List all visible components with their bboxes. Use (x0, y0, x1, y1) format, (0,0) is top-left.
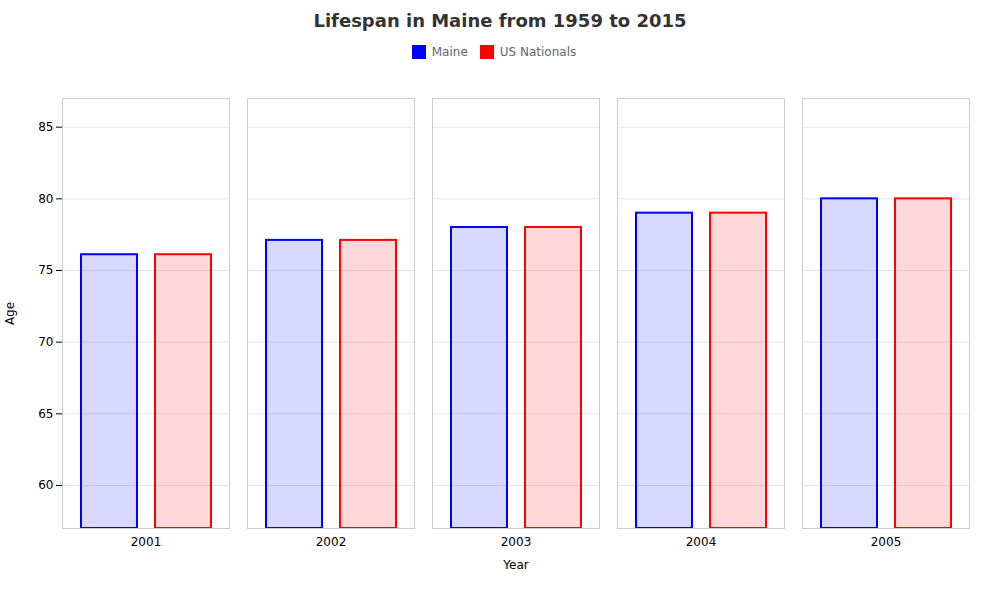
svg-text:2004: 2004 (686, 535, 717, 549)
html-text:Lifespan in Maine from 1959 to: Lifespan in Maine from 1959 to 2015 (313, 10, 687, 31)
html-text:Maine: Maine (431, 44, 468, 59)
html-text:US Nationals: US Nationals (499, 44, 577, 59)
svg-text:70: 70 (38, 335, 53, 349)
svg-text:65: 65 (38, 407, 53, 421)
svg-text:2003: 2003 (501, 535, 532, 549)
svg-text:2002: 2002 (316, 535, 347, 549)
svg-text:80: 80 (38, 192, 53, 206)
svg-text:85: 85 (38, 120, 53, 134)
svg-text:Year: Year (502, 558, 528, 572)
svg-text:Age: Age (3, 302, 17, 325)
svg-text:2001: 2001 (131, 535, 162, 549)
svg-text:2005: 2005 (871, 535, 902, 549)
svg-text:75: 75 (38, 263, 53, 277)
svg-text:60: 60 (38, 478, 53, 492)
